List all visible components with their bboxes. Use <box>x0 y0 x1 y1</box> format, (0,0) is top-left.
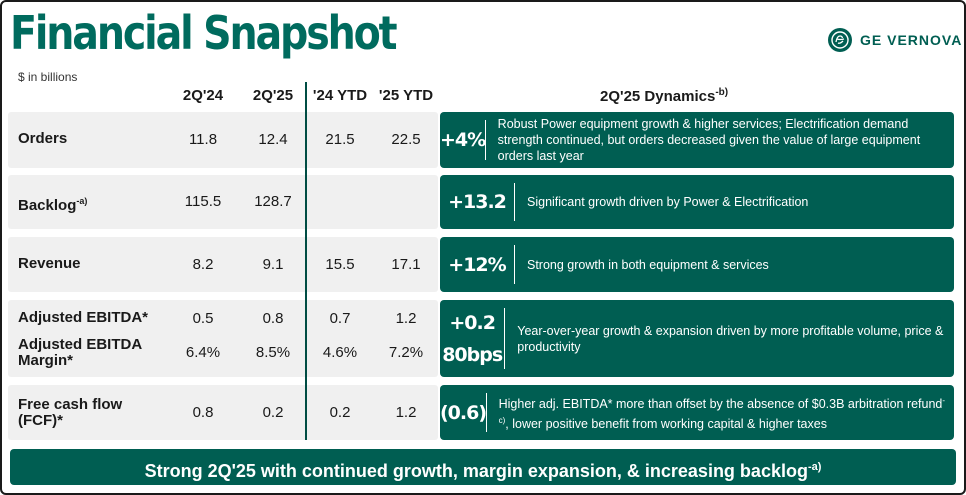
dynamics-value-orders: +4% <box>440 129 486 151</box>
divider <box>504 308 506 369</box>
column-header-25ytd: '25 YTD <box>378 87 434 104</box>
table-row-revenue: Revenue 8.2 9.1 15.5 17.1 <box>8 237 438 292</box>
cell-backlog-2q24: 115.5 <box>184 193 222 210</box>
cell-fcf-2q24: 0.8 <box>192 404 214 421</box>
dynamics-values-ebitda: +0.2 80bps <box>440 312 504 366</box>
ytd-divider-line <box>305 82 307 440</box>
cell-margin-24ytd: 4.6% <box>322 344 358 361</box>
cell-orders-24ytd: 21.5 <box>325 131 355 148</box>
dynamics-text-fcf: Higher adj. EBITDA* more than offset by … <box>498 396 946 431</box>
column-header-2q24: 2Q'24 <box>182 87 224 104</box>
column-header-24ytd: '24 YTD <box>312 87 368 104</box>
dynamics-box-fcf: (0.6) Higher adj. EBITDA* more than offs… <box>440 385 954 440</box>
cell-orders-25ytd: 22.5 <box>391 131 421 148</box>
dynamics-box-backlog: +13.2 Significant growth driven by Power… <box>440 175 954 229</box>
dynamics-value-fcf: (0.6) <box>440 401 487 424</box>
cell-margin-2q25: 8.5% <box>255 344 291 361</box>
ge-monogram-icon <box>828 28 852 52</box>
logo-wordmark: GE VERNOVA <box>860 32 963 48</box>
dynamics-value-margin: 80bps <box>442 343 503 366</box>
row-label-backlog: Backlog-a) <box>18 196 88 214</box>
cell-backlog-2q25: 128.7 <box>254 193 292 210</box>
cell-orders-2q24: 11.8 <box>188 131 218 148</box>
divider <box>514 183 515 221</box>
dynamics-box-orders: +4% Robust Power equipment growth & high… <box>440 112 954 168</box>
table-row-orders: Orders 11.8 12.4 21.5 22.5 <box>8 112 438 168</box>
row-label-revenue: Revenue <box>18 255 81 272</box>
divider <box>486 393 487 432</box>
row-label-orders: Orders <box>18 130 68 147</box>
table-row-ebitda: Adjusted EBITDA* 0.5 0.8 0.7 1.2 Adjuste… <box>8 300 438 377</box>
column-header-2q25: 2Q'25 <box>252 87 294 104</box>
cell-ebitda-2q25: 0.8 <box>262 310 284 327</box>
cell-fcf-24ytd: 0.2 <box>329 404 351 421</box>
row-label-fcf: Free cash flow (FCF)* <box>18 396 123 429</box>
divider <box>514 245 515 284</box>
dynamics-value-ebitda: +0.2 <box>449 311 496 334</box>
cell-revenue-25ytd: 17.1 <box>391 256 421 273</box>
cell-revenue-2q25: 9.1 <box>262 256 284 273</box>
dynamics-box-revenue: +12% Strong growth in both equipment & s… <box>440 237 954 292</box>
cell-revenue-2q24: 8.2 <box>192 256 214 273</box>
ge-vernova-logo: GE VERNOVA <box>828 28 962 52</box>
cell-revenue-24ytd: 15.5 <box>325 256 355 273</box>
cell-fcf-25ytd: 1.2 <box>395 404 417 421</box>
cell-ebitda-24ytd: 0.7 <box>329 310 351 327</box>
summary-banner: Strong 2Q'25 with continued growth, marg… <box>10 449 956 485</box>
table-row-fcf: Free cash flow (FCF)* 0.8 0.2 0.2 1.2 <box>8 385 438 440</box>
row-label-margin: Adjusted EBITDA Margin* <box>18 336 142 369</box>
dynamics-text-ebitda: Year-over-year growth & expansion driven… <box>517 323 944 354</box>
cell-margin-25ytd: 7.2% <box>388 344 424 361</box>
cell-margin-2q24: 6.4% <box>185 344 221 361</box>
dynamics-text-backlog: Significant growth driven by Power & Ele… <box>527 195 809 209</box>
dynamics-value-backlog: +13.2 <box>448 191 507 213</box>
cell-orders-2q25: 12.4 <box>258 131 288 148</box>
table-row-backlog: Backlog-a) 115.5 128.7 <box>8 175 438 229</box>
dynamics-value-revenue: +12% <box>448 253 506 276</box>
dynamics-box-ebitda: +0.2 80bps Year-over-year growth & expan… <box>440 300 954 377</box>
dynamics-text-orders: Robust Power equipment growth & higher s… <box>497 117 921 163</box>
page-title: Financial Snapshot <box>10 6 398 60</box>
column-header-dynamics: 2Q'25 Dynamics-b) <box>600 87 729 105</box>
cell-fcf-2q25: 0.2 <box>262 404 284 421</box>
cell-ebitda-25ytd: 1.2 <box>395 310 417 327</box>
row-label-ebitda: Adjusted EBITDA* <box>18 309 149 326</box>
cell-ebitda-2q24: 0.5 <box>192 310 214 327</box>
dynamics-text-revenue: Strong growth in both equipment & servic… <box>527 257 769 272</box>
units-note: $ in billions <box>18 70 78 84</box>
